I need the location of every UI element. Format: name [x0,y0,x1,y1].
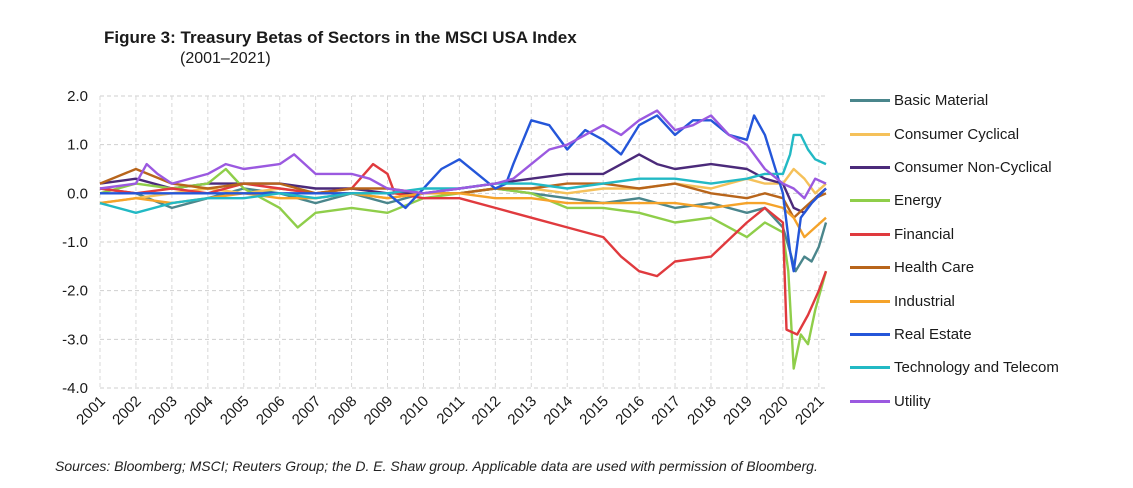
y-tick-label: 1.0 [67,137,88,154]
series-line-real-estate [100,114,827,273]
legend-swatch [850,165,890,169]
x-tick-label: 2021 [792,393,828,429]
legend-label: Utility [894,392,931,410]
chart-subtitle: (2001–2021) [180,50,271,67]
x-tick-label: 2014 [540,393,576,429]
x-tick-label: 2012 [469,393,505,429]
legend-swatch [850,332,890,336]
legend-label: Industrial [894,292,955,310]
y-tick-label: -1.0 [62,234,88,251]
y-tick-label: 0.0 [67,185,88,202]
legend-swatch [850,199,890,203]
series-line-technology-and-telecom [99,133,827,214]
chart-legend: Basic Material Consumer Cyclical Consumer … [850,84,1120,418]
x-tick-label: 2018 [684,393,720,429]
x-tick-label: 2017 [648,393,684,429]
legend-item: Health Care [850,251,1120,284]
legend-swatch [850,266,890,270]
x-tick-label: 2006 [253,393,289,429]
legend-swatch [850,232,890,236]
series-line-utility [99,109,827,200]
legend-swatch [850,99,890,103]
legend-item: Financial [850,218,1120,251]
legend-label: Consumer Cyclical [894,125,1020,143]
x-tick-label: 2019 [720,393,756,429]
series-line-basic-material [99,187,828,273]
legend-swatch [850,299,890,303]
y-tick-label: -2.0 [62,283,88,300]
x-tick-label: 2015 [576,393,612,429]
legend-label: Consumer Non-Cyclical [894,158,1052,176]
y-tick-label: -4.0 [62,380,88,397]
legend-swatch [850,399,890,403]
x-tick-label: 2007 [289,393,325,429]
x-tick-label: 2016 [612,393,648,429]
x-tick-label: 2013 [504,393,540,429]
legend-label: Health Care [894,259,975,277]
legend-item: Utility [850,385,1120,418]
x-tick-label: 2009 [361,393,397,429]
legend-label: Energy [894,192,942,210]
legend-item: Energy [850,184,1120,217]
x-tick-label: 2005 [217,393,253,429]
x-tick-label: 2004 [181,393,217,429]
legend-label: Financial [894,225,955,243]
legend-item: Consumer Cyclical [850,117,1120,150]
x-tick-label: 2003 [145,393,181,429]
source-note: Sources: Bloomberg; MSCI; Reuters Group;… [55,458,818,474]
legend-label: Real Estate [894,325,972,343]
legend-item: Basic Material [850,84,1120,117]
legend-item: Real Estate [850,318,1120,351]
y-tick-label: 2.0 [67,88,88,105]
legend-label: Basic Material [894,92,989,110]
series-line-energy [99,167,828,370]
legend-label: Technology and Telecom [894,359,1059,377]
chart-title: Figure 3: Treasury Betas of Sectors in t… [104,28,577,47]
legend-item: Consumer Non-Cyclical [850,151,1120,184]
y-tick-label: -3.0 [62,331,88,348]
x-tick-label: 2008 [325,393,361,429]
x-tick-label: 2020 [756,393,792,429]
series-line-financial [99,162,828,336]
legend-item: Industrial [850,284,1120,317]
x-tick-label: 2002 [109,393,145,429]
x-tick-label: 2010 [397,393,433,429]
legend-item: Technology and Telecom [850,351,1120,384]
x-tick-label: 2001 [73,393,109,429]
legend-swatch [850,366,890,370]
legend-swatch [850,132,890,136]
x-tick-label: 2011 [433,393,468,428]
